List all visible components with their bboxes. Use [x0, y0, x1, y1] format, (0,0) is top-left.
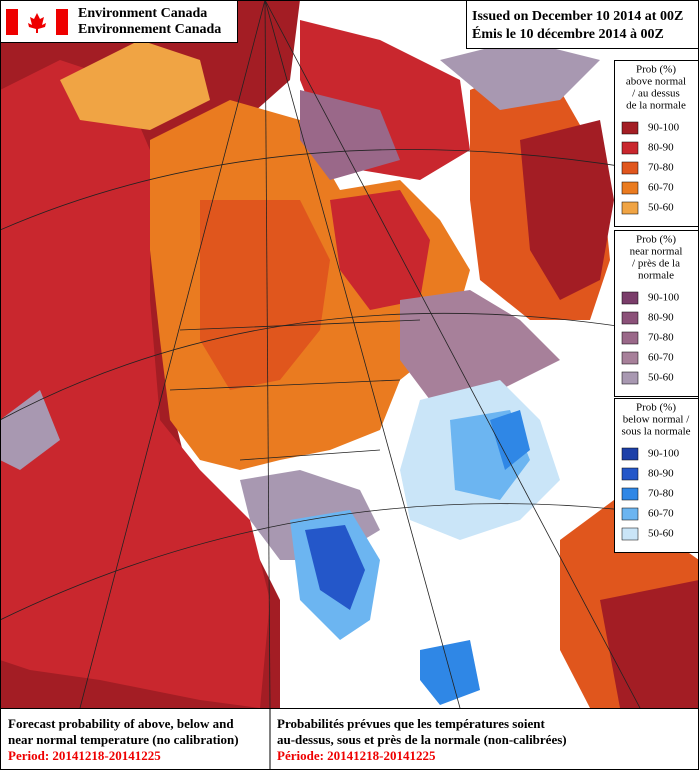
legend-swatch	[621, 507, 639, 521]
legend-swatch	[621, 181, 639, 195]
footer-fr: Probabilités prévues que les température…	[277, 716, 545, 731]
legend-label: 70-80	[648, 488, 674, 500]
issued-frame	[466, 0, 699, 49]
legend-title: near normal	[630, 246, 683, 258]
legend-title: / près de la	[632, 258, 680, 270]
legend-label: 90-100	[648, 122, 680, 134]
legend-label: 80-90	[648, 142, 674, 154]
footer-fr: au-dessus, sous et près de la normale (n…	[277, 732, 567, 747]
region-near	[0, 390, 60, 470]
legend-label: 60-70	[648, 182, 674, 194]
region-above	[330, 190, 430, 310]
map-grid	[0, 0, 699, 709]
flag-band	[6, 9, 18, 35]
footer-period-fr: Période: 20141218-20141225	[277, 748, 436, 763]
legend-swatch	[621, 201, 639, 215]
legend-label: 60-70	[648, 508, 674, 520]
legend-label: 90-100	[648, 292, 680, 304]
footer-en: Forecast probability of above, below and	[8, 716, 234, 731]
legend-title: / au dessus	[632, 88, 680, 100]
legend-swatch	[621, 467, 639, 481]
legend-label: 80-90	[648, 468, 674, 480]
region-near	[400, 290, 560, 400]
legend-title: Prob (%)	[636, 234, 676, 246]
region-near	[440, 40, 600, 110]
legend-swatch	[621, 371, 639, 385]
legend-label: 50-60	[648, 202, 674, 214]
issued-box: Issued on December 10 2014 at 00Z Émis l…	[466, 0, 699, 49]
legend-swatch	[621, 311, 639, 325]
legend-label: 50-60	[648, 528, 674, 540]
legend-swatch	[621, 487, 639, 501]
legend-label: 60-70	[648, 352, 674, 364]
region-above	[200, 200, 330, 390]
footer-frame	[0, 708, 699, 770]
footer: Forecast probability of above, below and…	[0, 708, 699, 770]
legend-swatch	[621, 291, 639, 305]
legend-swatch	[621, 351, 639, 365]
region-above	[600, 580, 699, 708]
legend-swatch	[621, 161, 639, 175]
legend-title: de la normale	[626, 100, 686, 112]
legend-swatch	[621, 527, 639, 541]
footer-period-en: Period: 20141218-20141225	[8, 748, 161, 763]
legend-title: Prob (%)	[636, 402, 676, 414]
legend-swatch	[621, 331, 639, 345]
region-above	[60, 40, 210, 130]
agency-fr: Environnement Canada	[78, 22, 221, 37]
legend-label: 90-100	[648, 448, 680, 460]
flag-band	[56, 9, 68, 35]
legend-title: normale	[638, 270, 674, 282]
issued-fr: Émis le 10 décembre 2014 à 00Z	[472, 25, 664, 42]
maple-leaf	[28, 13, 46, 33]
legend-label: 80-90	[648, 312, 674, 324]
legend-label: 50-60	[648, 372, 674, 384]
agency-box: Environment Canada Environnement Canada	[0, 0, 238, 43]
region-below	[305, 525, 365, 610]
legend-title: Prob (%)	[636, 64, 676, 76]
agency-en: Environment Canada	[78, 6, 207, 21]
region-above	[0, 60, 270, 708]
footer-en: near normal temperature (no calibration)	[8, 732, 239, 747]
legend-title: above normal	[626, 76, 686, 88]
region-above	[520, 120, 614, 300]
map	[0, 0, 699, 709]
issued-en: Issued on December 10 2014 at 00Z	[472, 9, 683, 24]
legend-swatch	[621, 447, 639, 461]
legend-title: below normal /	[623, 414, 691, 426]
legend-swatch	[621, 141, 639, 155]
legend-label: 70-80	[648, 162, 674, 174]
region-below	[490, 410, 530, 470]
legend-swatch	[621, 121, 639, 135]
legend-label: 70-80	[648, 332, 674, 344]
legend-title: sous la normale	[621, 426, 690, 438]
